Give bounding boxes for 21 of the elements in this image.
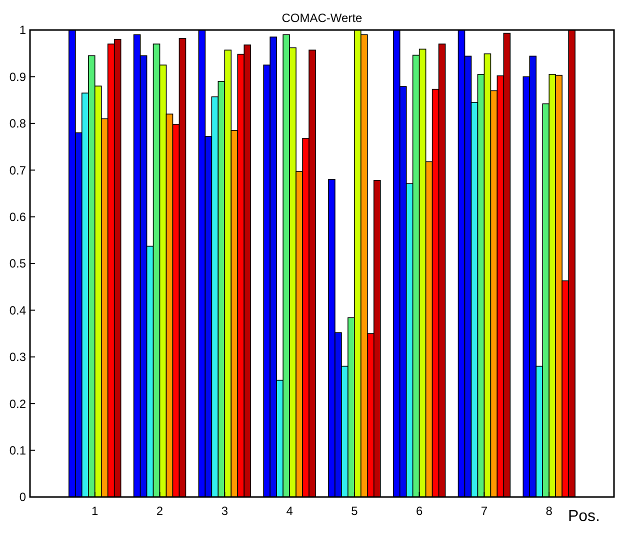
- y-tick-label: 0.5: [9, 256, 26, 271]
- x-tick-label: 6: [416, 504, 423, 518]
- x-tick-label: 7: [480, 504, 488, 518]
- x-axis-title: Pos.: [568, 508, 600, 525]
- x-tick-label: 3: [221, 504, 228, 518]
- x-tick-label: 8: [546, 504, 553, 518]
- y-tick-label: 0.4: [9, 303, 26, 318]
- y-tick-label: 0.2: [9, 396, 26, 411]
- y-tick-label: 0: [19, 490, 26, 504]
- x-tick-label: 1: [92, 504, 99, 518]
- y-tick-label: 1: [19, 23, 26, 38]
- y-tick-label: 0.8: [9, 116, 26, 131]
- y-tick-label: 0.3: [9, 350, 26, 364]
- chart-title: COMAC-Werte: [282, 11, 363, 25]
- y-tick-label: 0.9: [9, 70, 26, 84]
- x-tick-label: 4: [286, 504, 294, 518]
- x-tick-label: 2: [156, 504, 164, 518]
- x-tick-label: 5: [351, 504, 358, 518]
- y-tick-label: 0.7: [9, 163, 26, 178]
- y-tick-label: 0.1: [9, 444, 26, 458]
- y-tick-label: 0.6: [9, 210, 26, 224]
